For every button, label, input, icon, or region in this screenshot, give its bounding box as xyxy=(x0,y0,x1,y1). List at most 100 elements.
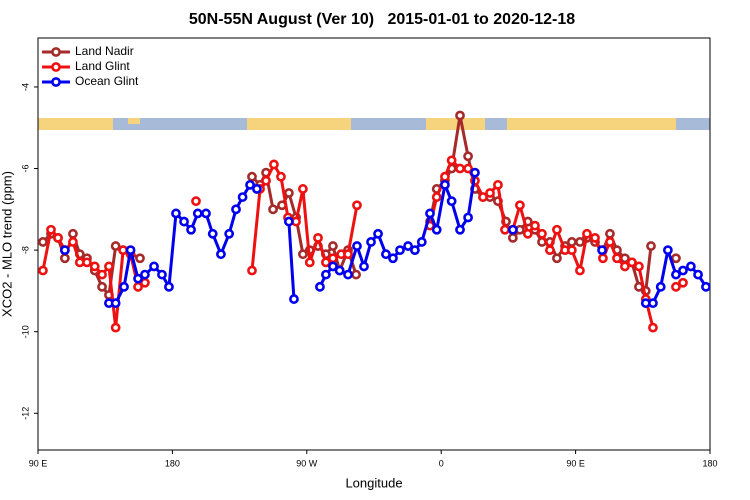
data-point xyxy=(135,253,145,264)
data-point xyxy=(507,224,518,235)
data-point xyxy=(597,245,607,256)
legend-label: Ocean Glint xyxy=(75,74,139,88)
data-point xyxy=(605,237,615,247)
data-point xyxy=(104,261,114,272)
data-point xyxy=(68,237,78,247)
data-point xyxy=(89,261,100,272)
data-point xyxy=(283,188,294,198)
data-point xyxy=(678,265,688,276)
data-point xyxy=(463,163,473,174)
data-point xyxy=(298,184,308,194)
data-point xyxy=(403,241,413,251)
legend-label: Land Nadir xyxy=(75,44,134,58)
data-point xyxy=(149,261,159,272)
x-tick-label: 90 E xyxy=(29,458,48,468)
data-point xyxy=(140,269,150,280)
x-tick-label: 180 xyxy=(702,458,717,468)
data-point xyxy=(552,253,562,264)
data-point xyxy=(352,241,362,251)
data-point xyxy=(446,155,457,166)
data-point xyxy=(648,322,658,333)
data-point xyxy=(352,200,362,211)
data-point xyxy=(446,196,457,207)
ocean-strip xyxy=(676,118,710,130)
data-point xyxy=(289,294,299,304)
y-tick-label: -6 xyxy=(20,165,30,173)
data-point xyxy=(97,281,107,292)
x-tick-label: 0 xyxy=(439,458,444,468)
data-point xyxy=(247,265,257,276)
data-point xyxy=(552,224,562,235)
data-point xyxy=(110,241,121,251)
series-line xyxy=(108,183,258,305)
data-point xyxy=(171,208,181,219)
data-point xyxy=(507,232,518,243)
data-point xyxy=(646,241,656,251)
data-point xyxy=(59,245,70,256)
data-point xyxy=(53,232,63,243)
data-point xyxy=(463,151,473,162)
data-point xyxy=(463,212,473,223)
data-point xyxy=(373,228,383,239)
data-point xyxy=(431,192,442,202)
data-point xyxy=(315,281,325,292)
data-point xyxy=(598,253,608,264)
data-point xyxy=(662,245,673,256)
data-point xyxy=(575,265,585,276)
data-point xyxy=(416,237,427,247)
x-axis-label: Longitude xyxy=(345,475,402,490)
plot-frame xyxy=(37,37,711,451)
data-point xyxy=(431,224,442,235)
data-point xyxy=(207,228,218,239)
data-point xyxy=(626,257,637,268)
data-point xyxy=(655,281,666,292)
data-point xyxy=(321,257,331,268)
data-point xyxy=(440,171,450,182)
legend-marker xyxy=(51,47,61,57)
data-point xyxy=(231,204,241,215)
data-point xyxy=(216,249,226,260)
data-point xyxy=(38,265,48,276)
data-point xyxy=(388,253,398,264)
data-point xyxy=(514,200,525,211)
data-point xyxy=(612,253,622,264)
data-point xyxy=(97,269,107,280)
data-point xyxy=(440,179,450,190)
data-point xyxy=(395,245,405,256)
data-point xyxy=(252,184,262,194)
data-point xyxy=(38,237,48,247)
data-point xyxy=(678,277,688,288)
data-point xyxy=(328,253,338,264)
data-point xyxy=(701,281,710,292)
data-point xyxy=(192,208,203,219)
data-point xyxy=(283,216,294,227)
data-point xyxy=(522,228,533,239)
data-point xyxy=(110,298,121,309)
data-point xyxy=(179,216,189,227)
data-point xyxy=(671,269,681,280)
data-point xyxy=(224,228,235,239)
data-point xyxy=(164,281,174,292)
data-point xyxy=(118,245,129,256)
y-tick-label: -8 xyxy=(20,246,30,254)
data-point xyxy=(671,253,681,264)
data-point xyxy=(634,261,644,272)
data-point xyxy=(237,192,248,202)
data-point xyxy=(455,110,465,121)
data-point xyxy=(425,208,435,219)
data-point xyxy=(334,265,345,276)
data-point xyxy=(693,269,703,280)
data-point xyxy=(313,232,323,243)
plot-area xyxy=(38,110,710,333)
data-point xyxy=(125,245,136,256)
chart-title: 50N-55N August (Ver 10) 2015-01-01 to 20… xyxy=(189,11,575,28)
data-point xyxy=(410,245,420,256)
data-point xyxy=(575,237,585,247)
data-point xyxy=(359,261,369,272)
data-point xyxy=(157,269,167,280)
land-strip xyxy=(128,118,140,124)
legend-marker xyxy=(51,77,61,87)
ocean-strip xyxy=(113,118,247,130)
data-point xyxy=(470,167,480,178)
data-point xyxy=(566,237,577,247)
